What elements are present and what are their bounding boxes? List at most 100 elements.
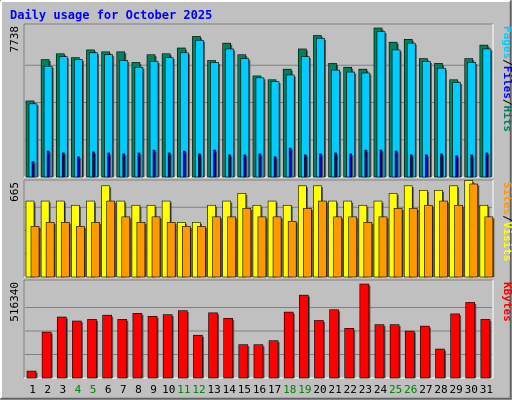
bar-pages (92, 151, 95, 178)
bar-pages-shadow (275, 158, 278, 177)
bar-sites (439, 200, 448, 278)
bar-pages-shadow (260, 155, 263, 177)
bar-pages (440, 153, 443, 178)
bar-pages (379, 149, 383, 178)
bar-pages-shadow (320, 155, 323, 177)
x-tick-label: 19 (298, 383, 311, 396)
bar-sites (242, 208, 252, 278)
bar-kbytes (72, 320, 82, 379)
bar-sites (30, 226, 40, 278)
bar-kbytes (177, 310, 188, 379)
bar-kbytes (404, 330, 415, 379)
bar-kbytes (253, 344, 264, 379)
bar-sites (393, 208, 403, 278)
bar-pages (61, 152, 65, 178)
bar-pages (394, 150, 398, 178)
bar-pages-shadow (124, 155, 127, 177)
panel-sites-visits: 665 Sites/Visits (8, 179, 512, 278)
x-tick-label: 4 (75, 383, 82, 396)
bar-pages-shadow (184, 152, 187, 177)
bar-sites (454, 204, 463, 278)
top-max-label: 7738 (8, 26, 21, 53)
x-tick-label: 10 (162, 383, 175, 396)
x-tick-label: 27 (419, 383, 432, 396)
bar-pages-shadow (381, 151, 384, 177)
bar-kbytes (420, 325, 430, 379)
bar-kbytes (132, 313, 143, 379)
x-tick-label: 8 (135, 383, 142, 396)
bar-kbytes (314, 320, 324, 379)
bar-pages (107, 152, 110, 178)
bar-kbytes (147, 315, 158, 379)
bar-sites (121, 216, 131, 278)
bar-sites (197, 226, 206, 278)
bar-kbytes (480, 319, 491, 379)
x-tick-label: 16 (253, 383, 266, 396)
bar-pages (319, 153, 322, 178)
x-tick-label: 7 (120, 383, 127, 396)
bar-pages (122, 153, 126, 178)
bar-sites (408, 208, 418, 278)
bar-sites (60, 222, 70, 278)
bar-sites (106, 200, 115, 278)
legend-part-0: KBytes (501, 282, 512, 322)
bar-pages-shadow (245, 156, 248, 177)
bar-kbytes (223, 317, 233, 379)
legend-part-0: Pages (501, 26, 512, 59)
bar-pages-shadow (109, 154, 112, 177)
bar-kbytes (435, 348, 445, 379)
bar-sites (484, 216, 494, 278)
legend-part-1: / (501, 59, 512, 66)
x-tick-label: 22 (344, 383, 357, 396)
bar-pages-shadow (441, 155, 444, 177)
bar-pages-shadow (290, 149, 293, 177)
x-tick-label: 1 (29, 383, 36, 396)
bar-kbytes (26, 370, 37, 379)
bar-sites (45, 222, 55, 278)
bottom-max-label: 516340 (8, 282, 21, 322)
bar-kbytes (283, 311, 294, 379)
bar-pages-shadow (396, 152, 399, 177)
bar-sites (363, 222, 373, 278)
bar-sites (333, 216, 342, 278)
top-legend: Pages/Files/Hits (501, 26, 512, 132)
bar-pages (182, 150, 186, 178)
x-tick-label: 24 (374, 383, 388, 396)
chart-title: Daily usage for October 2025 (10, 8, 212, 22)
x-tick-label: 5 (90, 383, 97, 396)
bar-pages-shadow (487, 154, 490, 177)
x-tick-label: 11 (177, 383, 190, 396)
bar-kbytes (344, 328, 355, 379)
panel-kbytes: 516340 KBytes (8, 279, 512, 379)
bar-kbytes (162, 314, 173, 379)
legend-part-0: Sites (501, 182, 512, 215)
bar-pages-shadow (169, 154, 172, 177)
bar-pages (137, 152, 141, 178)
bar-pages (77, 156, 80, 178)
bar-sites (348, 216, 358, 278)
bar-kbytes (450, 313, 460, 379)
bar-sites (303, 208, 312, 278)
x-tick-label: 3 (60, 383, 67, 396)
bar-sites (287, 221, 297, 278)
bar-pages-shadow (154, 151, 157, 177)
x-axis-day-labels: 1 2 3 4 5 6 7 8 9 10 11 12 13 14 15 16 17 18 19 20 21 22 23 24 2… (29, 383, 493, 396)
x-tick-label: 30 (465, 383, 478, 396)
bar-pages-shadow (33, 163, 36, 177)
bar-pages (273, 156, 277, 178)
bar-pages-shadow (366, 151, 369, 177)
bar-kbytes (238, 344, 249, 379)
bar-kbytes (41, 331, 52, 379)
x-tick-label: 31 (480, 383, 493, 396)
bar-sites (469, 183, 479, 278)
bar-sites (378, 216, 388, 278)
bar-pages-shadow (351, 155, 354, 177)
bar-pages-shadow (230, 156, 233, 177)
bar-pages (409, 154, 413, 178)
x-tick-label: 25 (389, 383, 402, 396)
bar-pages (455, 155, 458, 178)
bar-pages-shadow (411, 156, 414, 177)
legend-part-4: Hits (501, 106, 512, 133)
x-tick-label: 20 (313, 383, 326, 396)
